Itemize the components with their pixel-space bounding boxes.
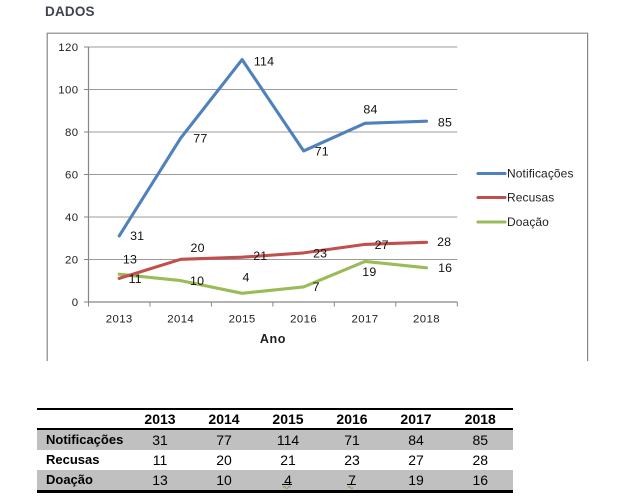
svg-text:27: 27 [375, 238, 389, 252]
svg-text:21: 21 [253, 249, 267, 263]
svg-text:120: 120 [58, 42, 78, 54]
svg-text:2015: 2015 [229, 314, 256, 326]
svg-text:Ano: Ano [260, 332, 286, 346]
svg-text:20: 20 [191, 241, 205, 255]
svg-text:31: 31 [130, 229, 144, 243]
svg-text:7: 7 [313, 280, 320, 294]
svg-text:100: 100 [58, 84, 78, 96]
svg-text:Notificações: Notificações [507, 167, 574, 181]
svg-text:13: 13 [123, 253, 137, 267]
svg-text:4: 4 [243, 271, 250, 285]
svg-text:19: 19 [362, 265, 376, 279]
svg-text:80: 80 [65, 127, 78, 139]
svg-text:2014: 2014 [167, 314, 194, 326]
svg-text:Doação: Doação [507, 215, 549, 229]
svg-text:114: 114 [254, 54, 274, 68]
svg-text:85: 85 [438, 116, 452, 130]
svg-text:11: 11 [129, 272, 142, 286]
svg-text:16: 16 [438, 261, 452, 275]
svg-text:60: 60 [65, 169, 78, 181]
svg-text:23: 23 [313, 247, 327, 261]
svg-text:20: 20 [65, 254, 78, 266]
svg-text:71: 71 [315, 145, 329, 159]
svg-text:2013: 2013 [106, 314, 133, 326]
svg-text:2016: 2016 [290, 314, 317, 326]
svg-text:84: 84 [363, 103, 377, 117]
svg-text:28: 28 [437, 235, 451, 249]
svg-text:0: 0 [72, 297, 79, 309]
svg-text:40: 40 [65, 212, 78, 224]
svg-text:2018: 2018 [413, 314, 440, 326]
svg-text:Recusas: Recusas [507, 191, 554, 205]
svg-text:2017: 2017 [352, 314, 379, 326]
svg-text:77: 77 [193, 131, 207, 145]
svg-text:10: 10 [190, 274, 204, 288]
